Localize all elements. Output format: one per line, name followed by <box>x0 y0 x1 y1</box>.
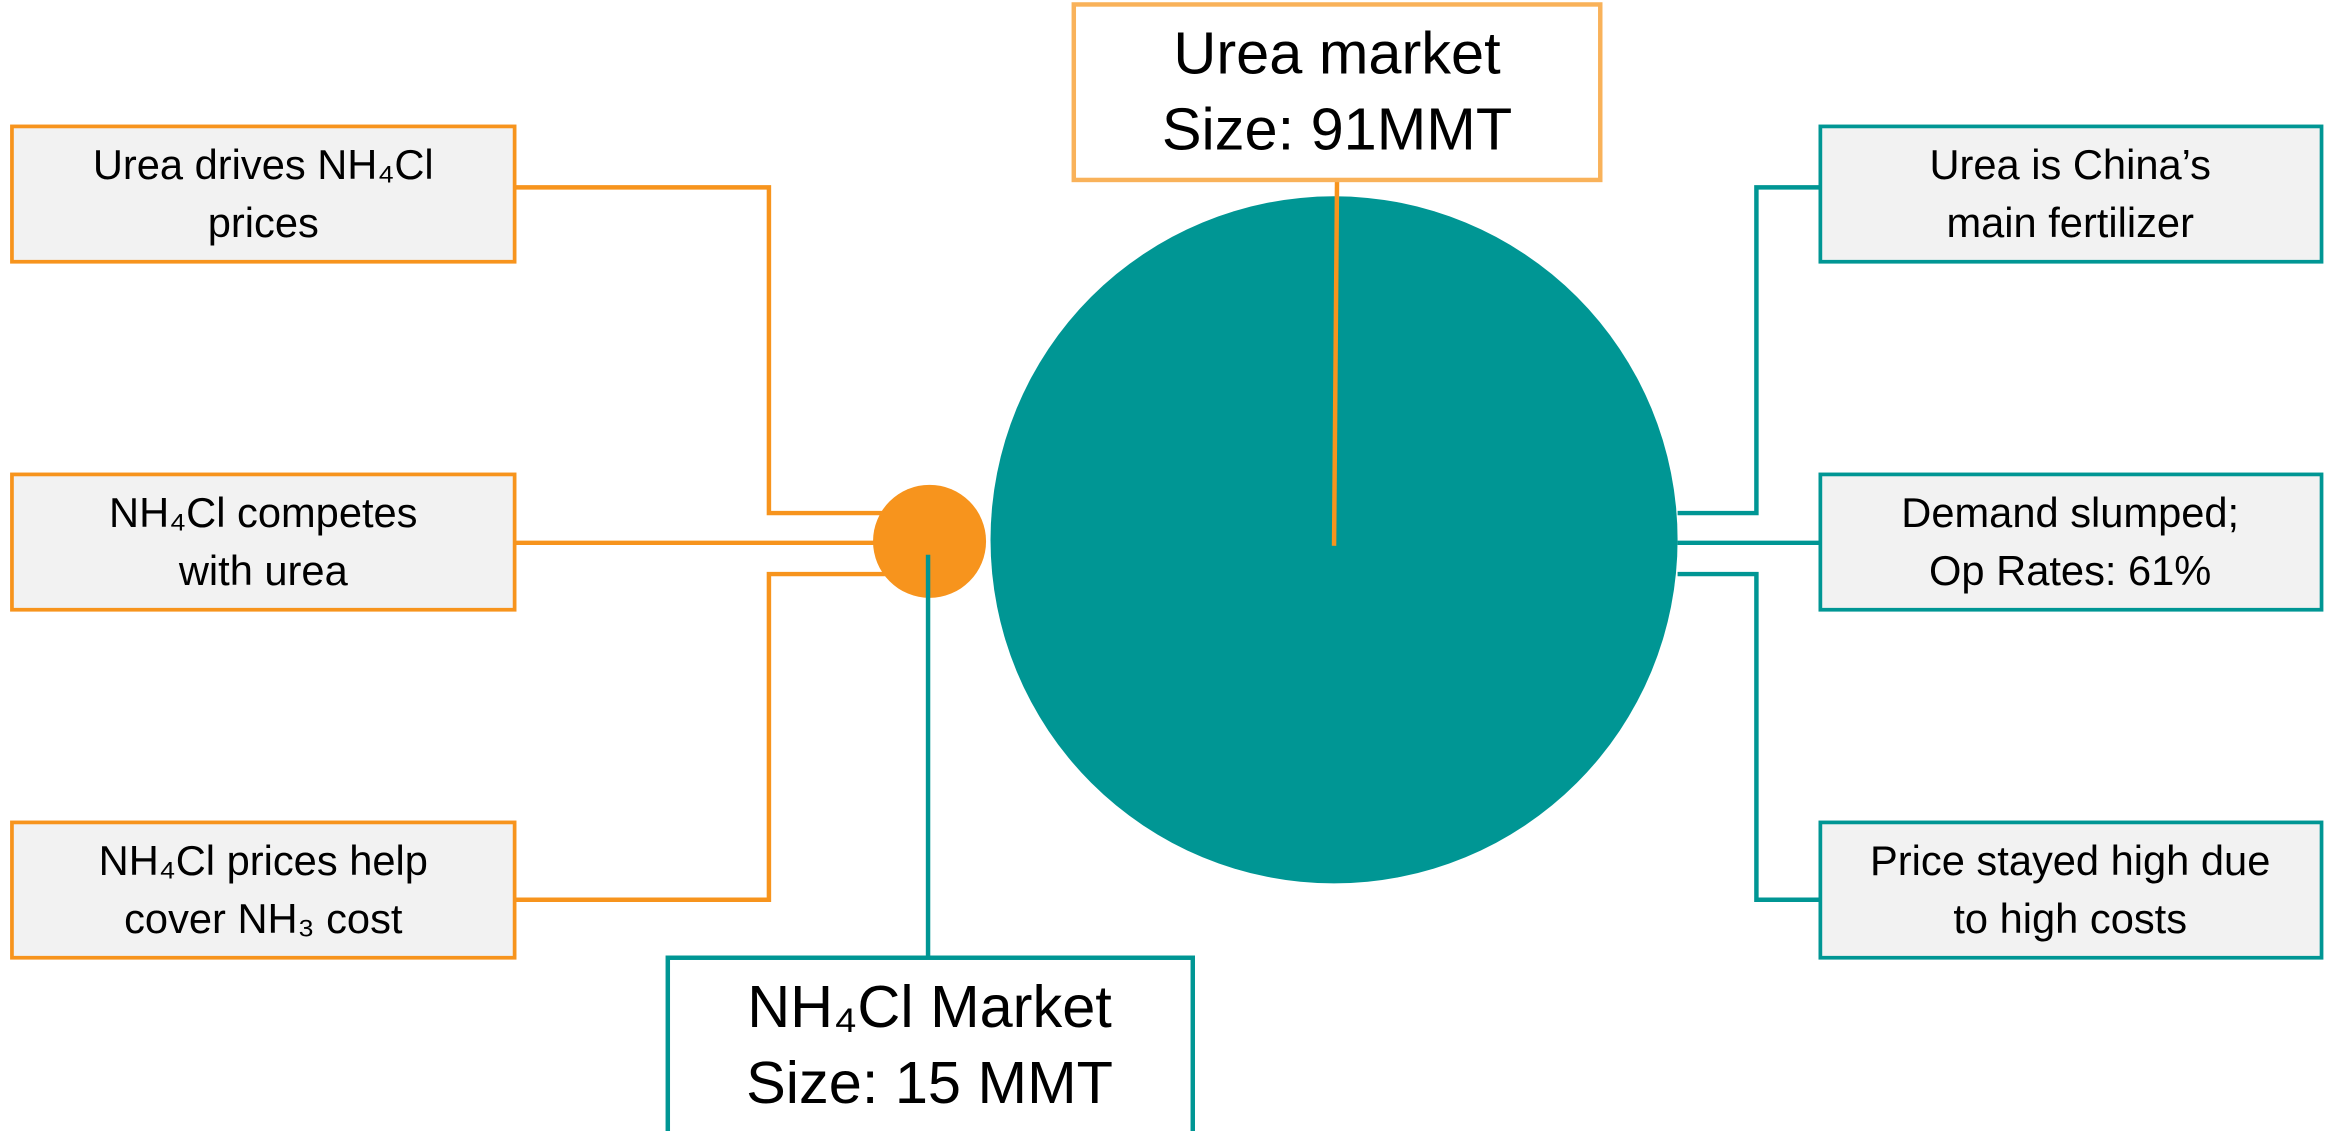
label-line: with urea <box>178 547 349 594</box>
note-box <box>1818 472 2324 612</box>
label-line: Demand slumped; <box>1901 489 2239 536</box>
label-line: Urea is China’s <box>1929 141 2210 188</box>
nh4cl-market-box <box>665 955 1195 1131</box>
connector <box>1677 185 1821 516</box>
label-line: main fertilizer <box>1946 199 2194 246</box>
label-line: Urea drives NH₄Cl <box>93 141 434 188</box>
label-line: NH₄Cl competes <box>109 489 417 536</box>
note-box <box>10 472 517 612</box>
label-line: Size: 91MMT <box>1162 96 1512 163</box>
label-line: Op Rates: 61% <box>1929 547 2211 594</box>
label-line: Price stayed high due <box>1870 837 2270 884</box>
label-line: NH₄Cl Market <box>747 973 1112 1040</box>
note-box <box>1818 820 2324 960</box>
connector <box>514 571 885 902</box>
urea-market-box <box>1071 2 1603 183</box>
label-line: to high costs <box>1953 895 2187 942</box>
note-box <box>1818 124 2324 264</box>
label-line: cover NH₃ cost <box>124 895 403 942</box>
connector <box>514 185 885 516</box>
label-line: NH₄Cl prices help <box>99 837 428 884</box>
label-line: Urea market <box>1173 20 1501 87</box>
note-box <box>10 124 517 264</box>
label-line: Size: 15 MMT <box>746 1049 1113 1116</box>
connector <box>1331 179 1340 546</box>
connectors <box>514 185 1821 902</box>
label-line: prices <box>208 199 319 246</box>
labels: Urea market Size: 91MMT NH₄Cl Market Size: … <box>93 20 2270 1116</box>
nh4cl-circle <box>873 484 987 598</box>
connector <box>1677 571 1821 902</box>
note-box <box>10 820 517 960</box>
